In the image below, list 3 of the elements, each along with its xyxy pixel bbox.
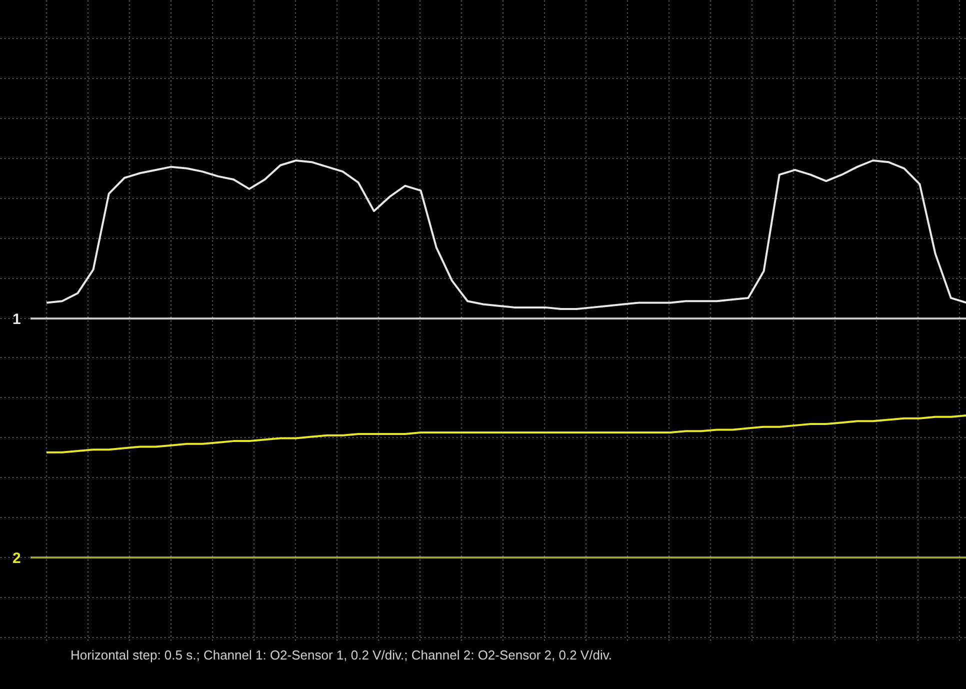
text: 2 xyxy=(12,550,21,567)
text: Horizontal step: 0.5 s.; Channel 1: O2-Sensor 1, 0.2 V/div.; Channel 2: O2-Sensor 2, 0.2 V/div. xyxy=(70,648,612,662)
series-label: 1 xyxy=(12,311,21,328)
